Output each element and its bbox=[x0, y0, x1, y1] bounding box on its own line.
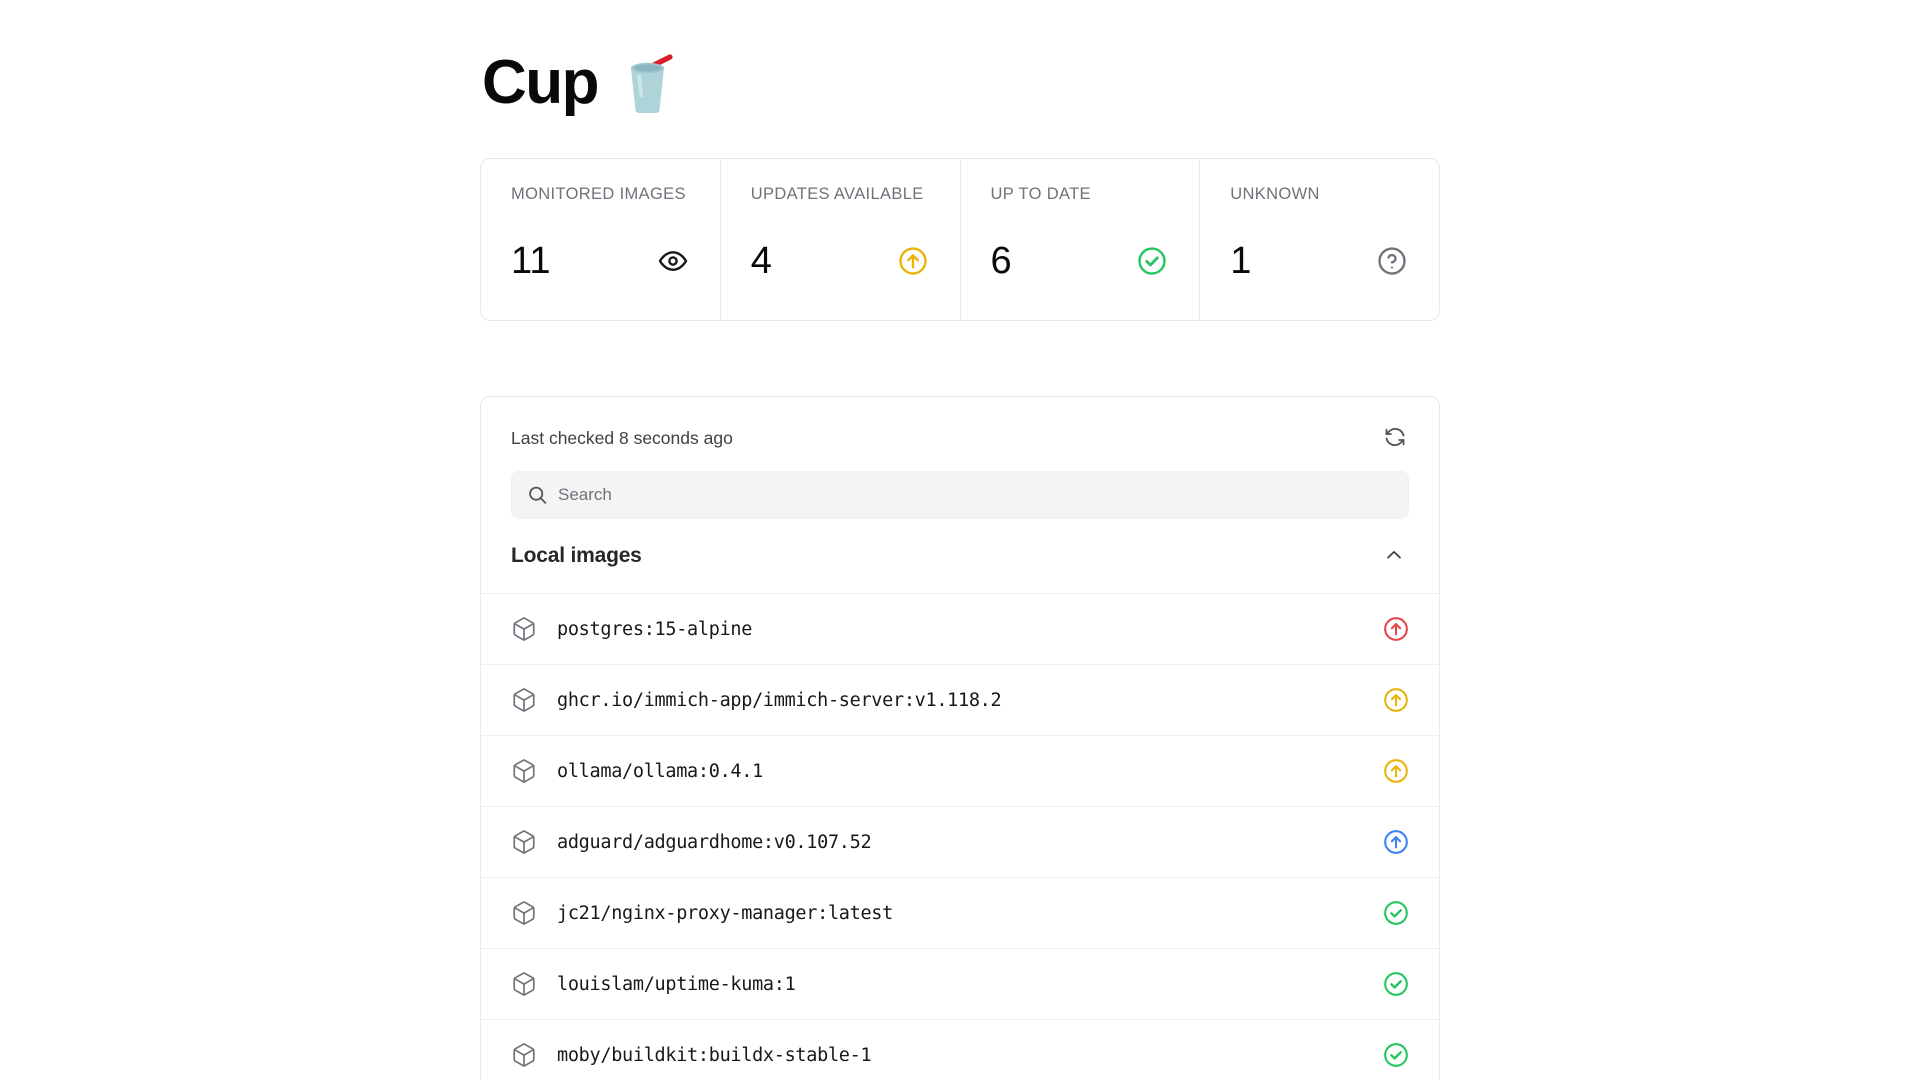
package-cube-icon bbox=[511, 687, 537, 713]
group-header-local-images[interactable]: Local images bbox=[481, 519, 1439, 593]
image-list: postgres:15-alpine ghcr.io/immich-app/imm… bbox=[481, 593, 1439, 1080]
package-cube-icon bbox=[511, 616, 537, 642]
image-name: ollama/ollama:0.4.1 bbox=[557, 760, 763, 782]
stat-card-unknown: UNKNOWN 1 bbox=[1200, 159, 1439, 320]
arrow-up-circle-icon[interactable] bbox=[1383, 687, 1409, 713]
image-row[interactable]: moby/buildkit:buildx-stable-1 bbox=[481, 1019, 1439, 1080]
check-circle-icon bbox=[1137, 246, 1167, 276]
arrow-up-circle-icon[interactable] bbox=[1383, 758, 1409, 784]
stat-body: 6 bbox=[991, 242, 1170, 280]
image-name: ghcr.io/immich-app/immich-server:v1.118.… bbox=[557, 689, 1002, 711]
collapse-group-button[interactable] bbox=[1379, 540, 1409, 573]
stat-label: UPDATES AVAILABLE bbox=[750, 185, 924, 203]
image-row[interactable]: jc21/nginx-proxy-manager:latest bbox=[481, 877, 1439, 948]
package-cube-icon bbox=[511, 758, 537, 784]
check-circle-icon[interactable] bbox=[1383, 971, 1409, 997]
image-name: postgres:15-alpine bbox=[557, 618, 753, 640]
stat-label: MONITORED IMAGES bbox=[511, 185, 686, 203]
stat-value: 4 bbox=[750, 240, 772, 282]
stats-cards: MONITORED IMAGES 11 UPDATES AVAILABLE 4 bbox=[480, 158, 1440, 321]
refresh-button[interactable] bbox=[1381, 423, 1409, 454]
package-cube-icon bbox=[511, 900, 537, 926]
search-field bbox=[511, 471, 1409, 519]
image-name: adguard/adguardhome:v0.107.52 bbox=[557, 831, 872, 853]
package-cube-icon bbox=[511, 1042, 537, 1068]
panel-header: Last checked 8 seconds ago bbox=[481, 397, 1439, 519]
refresh-icon bbox=[1383, 425, 1407, 452]
arrow-up-circle-icon bbox=[898, 246, 928, 276]
page-title: Cup bbox=[482, 48, 600, 117]
app-header: Cup bbox=[480, 28, 1440, 138]
group-title: Local images bbox=[511, 544, 642, 567]
arrow-up-circle-icon[interactable] bbox=[1383, 829, 1409, 855]
stat-card-up-to-date: UP TO DATE 6 bbox=[961, 159, 1201, 320]
stat-body: 11 bbox=[511, 242, 690, 280]
image-row[interactable]: postgres:15-alpine bbox=[481, 593, 1439, 664]
last-checked-row: Last checked 8 seconds ago bbox=[511, 423, 1409, 453]
search-input[interactable] bbox=[511, 471, 1409, 519]
stat-label: UNKNOWN bbox=[1230, 185, 1320, 203]
stat-body: 1 bbox=[1230, 242, 1409, 280]
chevron-up-icon bbox=[1383, 544, 1405, 569]
stat-value: 6 bbox=[990, 240, 1012, 282]
image-row[interactable]: ghcr.io/immich-app/immich-server:v1.118.… bbox=[481, 664, 1439, 735]
stat-body: 4 bbox=[751, 242, 930, 280]
stat-label: UP TO DATE bbox=[990, 185, 1091, 203]
image-row[interactable]: adguard/adguardhome:v0.107.52 bbox=[481, 806, 1439, 877]
image-row[interactable]: louislam/uptime-kuma:1 bbox=[481, 948, 1439, 1019]
image-row[interactable]: ollama/ollama:0.4.1 bbox=[481, 735, 1439, 806]
image-name: louislam/uptime-kuma:1 bbox=[557, 973, 796, 995]
stat-card-updates-available: UPDATES AVAILABLE 4 bbox=[721, 159, 961, 320]
arrow-up-circle-icon[interactable] bbox=[1383, 616, 1409, 642]
package-cube-icon bbox=[511, 971, 537, 997]
question-circle-icon bbox=[1377, 246, 1407, 276]
last-checked-text: Last checked 8 seconds ago bbox=[511, 427, 733, 448]
page-content: Cup MONITORED IMAGES bbox=[480, 0, 1440, 1080]
stat-value: 1 bbox=[1230, 240, 1252, 282]
cup-with-straw-icon bbox=[614, 48, 676, 118]
check-circle-icon[interactable] bbox=[1383, 900, 1409, 926]
image-name: moby/buildkit:buildx-stable-1 bbox=[557, 1044, 872, 1066]
stat-card-monitored-images: MONITORED IMAGES 11 bbox=[481, 159, 721, 320]
images-panel: Last checked 8 seconds ago bbox=[480, 396, 1440, 1080]
package-cube-icon bbox=[511, 829, 537, 855]
stat-value: 11 bbox=[511, 240, 551, 282]
image-name: jc21/nginx-proxy-manager:latest bbox=[557, 902, 893, 924]
check-circle-icon[interactable] bbox=[1383, 1042, 1409, 1068]
eye-icon bbox=[658, 246, 688, 276]
